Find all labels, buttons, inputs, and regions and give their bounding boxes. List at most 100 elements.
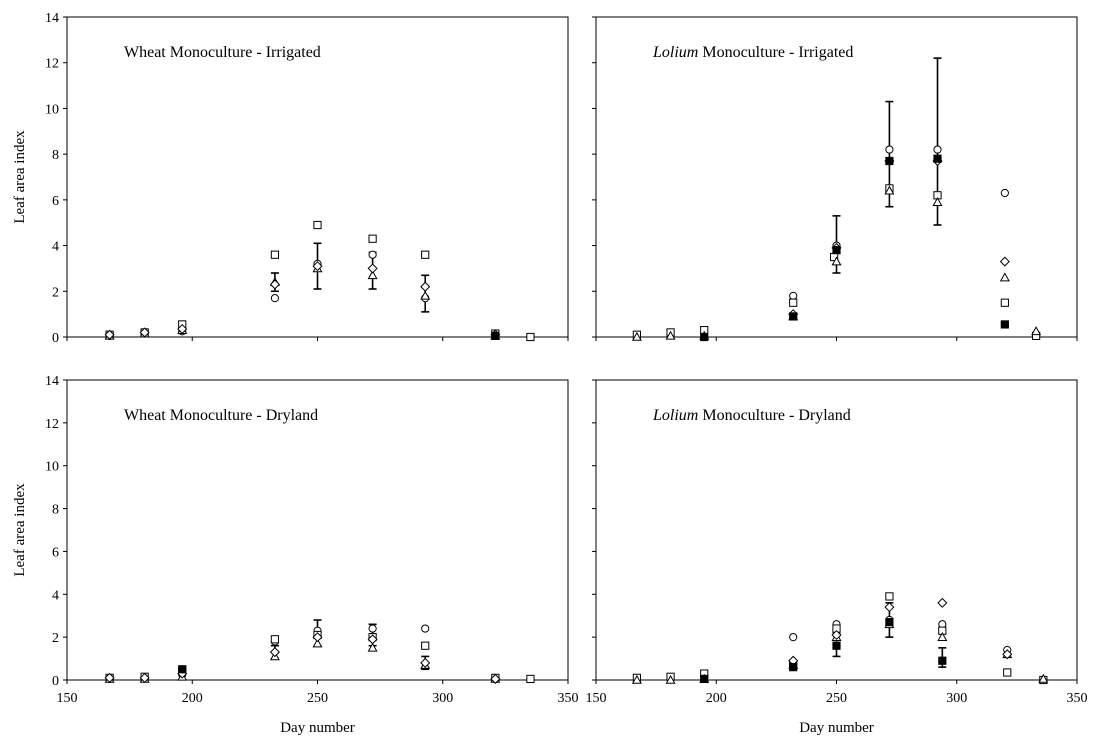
marker-diamond xyxy=(420,657,431,668)
marker-triangle xyxy=(665,330,676,340)
x-tick-label: 350 xyxy=(1067,691,1088,706)
marker-square xyxy=(526,674,535,684)
marker-triangle xyxy=(420,290,431,300)
marker-circle xyxy=(421,624,430,633)
marker-diamond xyxy=(420,281,431,292)
x-tick-label: 200 xyxy=(182,691,203,706)
y-tick-label: 8 xyxy=(52,148,59,163)
marker-triangle xyxy=(631,674,642,684)
marker-circle xyxy=(368,624,377,633)
marker-filled-square xyxy=(789,312,798,321)
marker-diamond xyxy=(269,647,280,658)
marker-triangle xyxy=(831,256,842,266)
x-tick-label: 300 xyxy=(432,691,453,706)
y-axis-label: Leaf area index xyxy=(12,130,28,224)
panel-1: 0 2 4 6 8 10 12 14 Wheat Monoculture - Irrigated… xyxy=(12,11,569,346)
marker-filled-square xyxy=(700,332,709,342)
marker-filled-square xyxy=(700,674,709,684)
marker-square xyxy=(270,635,280,644)
plot-frame xyxy=(595,16,1078,338)
marker-triangle xyxy=(367,642,378,652)
y-tick-label: 8 xyxy=(52,503,59,518)
x-axis-label: Day number xyxy=(280,720,355,736)
marker-diamond xyxy=(884,602,895,613)
panel-2: Lolium Monoculture - Irrigated xyxy=(592,16,1078,342)
y-tick-label: 14 xyxy=(45,374,59,389)
marker-circle xyxy=(789,291,798,300)
marker-filled-square xyxy=(832,246,841,255)
panel-title: Lolium Monoculture - Irrigated xyxy=(652,44,853,61)
marker-diamond xyxy=(1002,649,1013,660)
marker-diamond xyxy=(269,279,280,290)
marker-diamond xyxy=(139,327,150,338)
marker-filled-square xyxy=(885,618,894,627)
marker-triangle xyxy=(631,331,642,341)
panel-title-text: Wheat Monoculture - Irrigated xyxy=(124,44,321,61)
marker-square xyxy=(1003,668,1012,677)
marker-triangle xyxy=(367,270,378,280)
panel-title-genus: Lolium xyxy=(652,407,698,424)
marker-diamond xyxy=(999,256,1010,267)
panel-4: 150 200 250 300 350 Lolium Monoculture - Dryl… xyxy=(586,379,1088,736)
marker-diamond xyxy=(937,597,948,608)
marker-square xyxy=(270,250,280,259)
marker-triangle xyxy=(665,674,676,684)
x-tick-label: 200 xyxy=(706,691,727,706)
marker-circle xyxy=(270,294,280,303)
marker-square xyxy=(313,220,322,230)
y-tick-label: 6 xyxy=(52,194,59,209)
y-tick-label: 12 xyxy=(45,57,59,72)
marker-square xyxy=(789,298,798,307)
x-tick-label: 350 xyxy=(558,691,579,706)
marker-triangle xyxy=(312,638,323,648)
x-tick-label: 250 xyxy=(307,691,328,706)
y-tick-label: 14 xyxy=(45,11,59,26)
marker-square xyxy=(421,250,430,259)
marker-square xyxy=(526,332,535,342)
x-axis-label: Day number xyxy=(799,720,874,736)
marker-filled-square xyxy=(885,156,894,166)
y-tick-label: 4 xyxy=(52,240,59,255)
marker-triangle xyxy=(937,631,948,641)
marker-diamond xyxy=(104,672,115,683)
marker-filled-square xyxy=(491,331,500,340)
y-tick-label: 2 xyxy=(52,631,59,646)
marker-filled-square xyxy=(178,665,187,674)
x-tick-label: 250 xyxy=(826,691,847,706)
marker-diamond xyxy=(367,634,378,645)
panel-title: Wheat Monoculture - Irrigated xyxy=(124,44,321,61)
marker-circle xyxy=(1000,188,1009,198)
marker-square xyxy=(421,641,430,650)
x-tick-label: 300 xyxy=(946,691,967,706)
marker-square xyxy=(1000,298,1009,307)
marker-diamond xyxy=(367,263,378,274)
marker-triangle xyxy=(1031,326,1042,336)
marker-diamond xyxy=(312,632,323,643)
marker-filled-square xyxy=(789,663,798,672)
panel-3: 0 2 4 6 8 10 12 14 150 200 250 300 350 Wheat Monocult… xyxy=(12,374,579,736)
y-tick-label: 0 xyxy=(52,674,59,689)
y-tick-label: 4 xyxy=(52,588,59,603)
marker-filled-square xyxy=(1000,320,1009,329)
panel-title: Wheat Monoculture - Dryland xyxy=(124,407,318,424)
panel-title: Lolium Monoculture - Dryland xyxy=(652,407,851,424)
marker-square xyxy=(368,234,377,243)
panel-title-genus: Lolium xyxy=(652,44,698,61)
y-tick-label: 2 xyxy=(52,285,59,300)
y-tick-label: 10 xyxy=(45,102,59,117)
marker-filled-square xyxy=(832,641,841,650)
x-tick-label: 150 xyxy=(57,691,78,706)
marker-diamond xyxy=(104,329,115,340)
marker-filled-square xyxy=(933,154,942,163)
marker-circle xyxy=(933,145,942,154)
marker-circle xyxy=(885,145,894,154)
y-tick-label: 12 xyxy=(45,417,59,432)
marker-triangle xyxy=(932,196,943,206)
marker-diamond xyxy=(831,629,842,641)
x-tick-label: 150 xyxy=(586,691,607,706)
marker-diamond xyxy=(177,323,188,335)
marker-triangle xyxy=(884,185,895,195)
y-axis-label: Leaf area index xyxy=(12,483,28,577)
panel-title-text: Monoculture - Irrigated xyxy=(698,44,853,61)
